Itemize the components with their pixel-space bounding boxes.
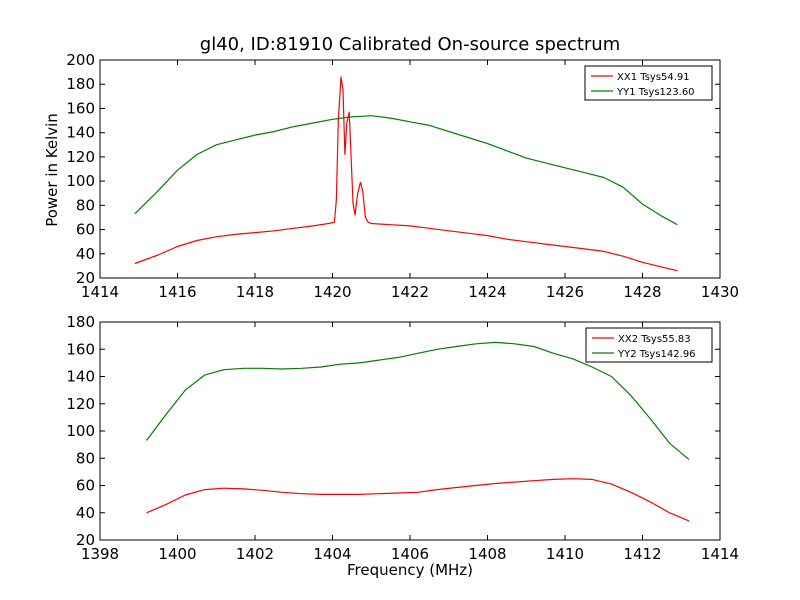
top-x-tick-label: 1416 (158, 283, 196, 301)
top-x-tick-label: 1428 (623, 283, 661, 301)
bottom-y-tick-label: 180 (66, 313, 95, 331)
top-y-tick-label: 100 (66, 172, 95, 190)
top-x-tick-label: 1424 (468, 283, 506, 301)
top-series-line-1 (134, 76, 678, 272)
top-series-line-2 (134, 115, 678, 226)
top-x-tick-label: 1420 (313, 283, 351, 301)
top-y-tick-label: 140 (66, 124, 95, 142)
bottom-y-tick-label: 40 (76, 504, 95, 522)
top-spectrum-plot: 1414 1416 1418 1420 1422 1424 1426 1428 1430 20 40… (66, 51, 739, 301)
top-y-tick-label: 20 (76, 269, 95, 287)
top-y-tick-label: 120 (66, 148, 95, 166)
bottom-y-tick-label: 120 (66, 395, 95, 413)
bottom-x-tick-label: 1402 (236, 545, 274, 563)
bottom-y-tick-label: 160 (66, 340, 95, 358)
bottom-series-line-1 (146, 478, 690, 522)
bottom-x-tick-label: 1414 (701, 545, 739, 563)
top-x-tick-label: 1414 (81, 283, 119, 301)
bottom-legend (585, 327, 713, 363)
top-y-tick-label: 160 (66, 99, 95, 117)
x-axis-label: Frequency (MHz) (346, 561, 474, 579)
figure-title: gl40, ID:81910 Calibrated On-source spec… (199, 34, 621, 55)
bottom-x-tick-label: 1406 (391, 545, 429, 563)
bottom-y-tick-label: 20 (76, 531, 95, 549)
top-legend-label-2: YY1 Tsys123.60 (616, 87, 695, 98)
bottom-x-tick-label: 1404 (313, 545, 351, 563)
bottom-x-tick-label: 1412 (623, 545, 661, 563)
bottom-y-tick-label: 140 (66, 368, 95, 386)
top-x-tick-label: 1418 (236, 283, 274, 301)
bottom-y-tick-label: 100 (66, 422, 95, 440)
bottom-spectrum-plot: 1398 1400 1402 1404 1406 1408 1410 1412 1414 20 40… (66, 313, 739, 563)
bottom-series-line-2 (146, 341, 690, 461)
bottom-x-tick-label: 1410 (546, 545, 584, 563)
bottom-x-tick-label: 1408 (468, 545, 506, 563)
bottom-x-tick-label: 1400 (158, 545, 196, 563)
bottom-legend-label-1: XX2 Tsys55.83 (618, 334, 691, 345)
top-x-tick-label: 1430 (701, 283, 739, 301)
top-y-tick-label: 80 (76, 196, 95, 214)
bottom-legend-label-2: YY2 Tsys142.96 (617, 349, 696, 360)
top-y-tick-label: 40 (76, 245, 95, 263)
bottom-y-tick-label: 60 (76, 477, 95, 495)
top-y-tick-label: 60 (76, 221, 95, 239)
bottom-x-tick-label: 1398 (81, 545, 119, 563)
top-legend-label-1: XX1 Tsys54.91 (617, 72, 690, 83)
top-legend (584, 65, 713, 101)
top-x-tick-label: 1422 (391, 283, 429, 301)
top-x-tick-label: 1426 (546, 283, 584, 301)
top-y-tick-label: 180 (66, 75, 95, 93)
top-y-tick-label: 200 (66, 51, 95, 69)
bottom-y-tick-label: 80 (76, 449, 95, 467)
